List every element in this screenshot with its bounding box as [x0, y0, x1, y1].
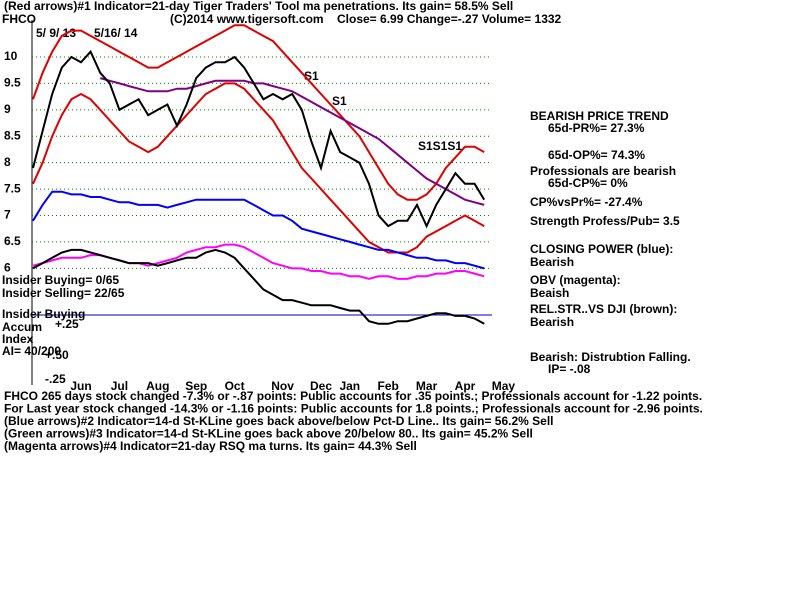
date-label: 5/ 9/ 13	[36, 26, 76, 40]
x-tick-label: May	[492, 379, 516, 393]
series-line	[32, 24, 485, 201]
series-line	[32, 190, 485, 270]
panel-text: IP= -.08	[548, 362, 591, 376]
annotation: S1	[332, 94, 347, 108]
left-label: Accum	[2, 320, 42, 334]
panel-text: Bearish	[530, 255, 574, 269]
annotation: S1S1S1	[418, 139, 462, 153]
series-line	[99, 77, 485, 206]
panel-text: Bearish	[530, 315, 574, 329]
panel-text: 65d-CP%= 0%	[548, 176, 628, 190]
series-line	[32, 82, 485, 254]
left-label: -.25	[45, 372, 66, 386]
chart-title: (Red arrows)#1 Indicator=21-day Tiger Tr…	[4, 0, 513, 13]
panel-text: REL.STR..VS DJI (brown):	[530, 302, 677, 316]
series-line	[32, 49, 486, 229]
panel-text: 65d-PR%= 27.3%	[548, 121, 645, 135]
x-tick-label: Aug	[146, 379, 169, 393]
subtitle: Close= 6.99 Change=-.27 Volume= 1332	[337, 12, 562, 26]
footer-text: (Green arrows)#3 Indicator=14-d St-KLine…	[4, 427, 533, 441]
panel-text: Beaish	[530, 286, 569, 300]
left-label: Insider Buying	[2, 307, 85, 321]
x-tick-label: Sep	[185, 379, 207, 393]
y-tick-label: 7	[4, 208, 11, 222]
x-tick-label: Jul	[111, 379, 128, 393]
x-tick-label: Dec	[310, 379, 332, 393]
x-tick-label: Feb	[378, 379, 399, 393]
date-label: 5/16/ 14	[94, 26, 138, 40]
y-tick-label: 6	[4, 261, 11, 275]
x-tick-label: Jan	[339, 379, 360, 393]
x-tick-label: Oct	[225, 379, 245, 393]
subtitle: (C)2014 www.tigersoft.com	[170, 12, 324, 26]
x-tick-label: Jun	[70, 379, 91, 393]
y-tick-label: 10	[4, 49, 18, 63]
panel-text: 65d-OP%= 74.3%	[548, 148, 645, 162]
y-tick-label: 7.5	[4, 181, 21, 195]
panel-text: OBV (magenta):	[530, 273, 621, 287]
panel-text: BEARISH PRICE TREND	[530, 109, 669, 123]
left-label: Insider Selling= 22/65	[2, 286, 125, 300]
x-tick-label: Apr	[455, 379, 476, 393]
annotation: S1	[304, 69, 319, 83]
left-label: Index	[2, 332, 34, 346]
y-tick-label: 8	[4, 155, 11, 169]
left-label: +.25	[55, 317, 79, 331]
y-tick-label: 6.5	[4, 234, 21, 248]
left-label: +.50	[45, 348, 69, 362]
footer-text: (Blue arrows)#2 Indicator=14-d St-KLine …	[4, 414, 554, 428]
panel-text: Strength Profess/Pub= 3.5	[530, 214, 680, 228]
panel-text: Bearish: Distrubtion Falling.	[530, 350, 691, 364]
footer: FHCO 265 days stock changed -7.3% or -.8…	[4, 389, 703, 453]
footer-text: For Last year stock changed -14.3% or -1…	[4, 402, 703, 416]
panel-text: Professionals are bearish	[530, 164, 676, 178]
left-label: Insider Buying= 0/65	[2, 273, 119, 287]
series-line	[32, 248, 485, 325]
footer-text: FHCO 265 days stock changed -7.3% or -.8…	[4, 389, 702, 403]
x-tick-label: Nov	[271, 379, 294, 393]
panel-text: CLOSING POWER (blue):	[530, 242, 673, 256]
left-label: AI= 40/200	[2, 344, 61, 358]
ticker: FHCO	[2, 12, 36, 26]
x-tick-label: Mar	[416, 379, 438, 393]
y-tick-label: 9	[4, 102, 11, 116]
y-tick-label: 9.5	[4, 76, 21, 90]
panel-text: CP%vsPr%= -27.4%	[530, 195, 643, 209]
footer-text: (Magenta arrows)#4 Indicator=21-day RSQ …	[4, 439, 417, 453]
y-tick-label: 8.5	[4, 128, 21, 142]
